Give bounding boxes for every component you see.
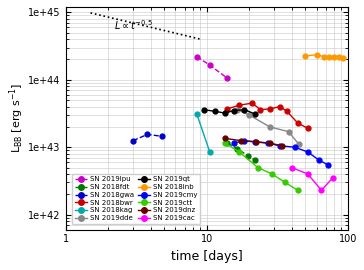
Line: SN 2019lpu: SN 2019lpu [194, 54, 230, 81]
SN 2018lnb [314, 53, 319, 56]
Line: SN 2018kag: SN 2018kag [194, 112, 212, 154]
SN 2018lnb [327, 56, 332, 59]
SN 2019cmy [293, 146, 297, 149]
Text: $L \propto t^{-0.5}$: $L \propto t^{-0.5}$ [114, 18, 153, 32]
SN 2019cac [319, 189, 324, 192]
Line: SN 2019dnz: SN 2019dnz [223, 136, 284, 148]
SN 2018fdt [253, 158, 257, 161]
SN 2019dde [297, 143, 301, 146]
SN 2019ctt [283, 181, 288, 184]
SN 2019qt [242, 108, 247, 111]
Line: SN 2018gwa: SN 2018gwa [131, 132, 164, 143]
Line: SN 2019ctt: SN 2019ctt [223, 141, 300, 193]
SN 2019dnz [239, 139, 243, 142]
SN 2018gwa [145, 133, 150, 136]
SN 2019ctt [237, 150, 241, 154]
SN 2019lpu [207, 63, 212, 67]
SN 2019qt [201, 108, 206, 111]
SN 2019ctt [256, 166, 260, 169]
SN 2019dnz [223, 137, 228, 140]
Legend: SN 2019lpu, SN 2018fdt, SN 2018gwa, SN 2018bwr, SN 2018kag, SN 2019dde, SN 2019q: SN 2019lpu, SN 2018fdt, SN 2018gwa, SN 2… [72, 174, 200, 224]
Line: SN 2019dde: SN 2019dde [235, 107, 301, 147]
Line: SN 2018fdt: SN 2018fdt [225, 141, 257, 162]
SN 2018bwr [295, 121, 300, 124]
Line: SN 2019cmy: SN 2019cmy [231, 138, 330, 167]
SN 2018fdt [235, 147, 240, 150]
SN 2019qt [232, 109, 236, 112]
SN 2019dde [268, 125, 272, 129]
SN 2018lnb [341, 56, 345, 60]
SN 2018fdt [225, 141, 230, 145]
SN 2019qt [223, 112, 228, 115]
SN 2019dde [286, 130, 291, 133]
SN 2018bwr [258, 108, 262, 111]
SN 2018gwa [160, 135, 164, 138]
SN 2019cac [331, 176, 335, 180]
SN 2019ctt [223, 141, 228, 145]
SN 2018bwr [268, 107, 272, 110]
SN 2019cac [289, 166, 294, 169]
SN 2018fdt [245, 154, 250, 157]
Y-axis label: L$_{\rm BB}$ [erg s$^{-1}$]: L$_{\rm BB}$ [erg s$^{-1}$] [7, 83, 25, 153]
SN 2019ctt [295, 189, 300, 192]
SN 2019dde [235, 108, 240, 111]
SN 2019dnz [254, 140, 259, 143]
SN 2019lpu [195, 55, 199, 58]
SN 2018bwr [250, 102, 254, 105]
SN 2018bwr [237, 103, 241, 107]
SN 2018bwr [225, 107, 230, 110]
SN 2019cac [306, 173, 310, 176]
Line: SN 2018lnb: SN 2018lnb [303, 52, 345, 60]
SN 2018lnb [322, 55, 327, 58]
SN 2018bwr [285, 110, 289, 113]
SN 2018lnb [332, 55, 336, 58]
SN 2019cmy [316, 158, 321, 161]
SN 2018kag [207, 150, 212, 154]
SN 2019cmy [242, 139, 247, 142]
SN 2018kag [195, 112, 199, 116]
SN 2018bwr [306, 127, 310, 130]
SN 2019cmy [278, 144, 282, 147]
SN 2019dnz [280, 144, 284, 147]
Line: SN 2019cac: SN 2019cac [289, 165, 335, 193]
SN 2019cmy [265, 141, 270, 145]
SN 2019cmy [232, 141, 236, 145]
SN 2019cmy [253, 140, 257, 143]
SN 2019cmy [325, 163, 330, 166]
Line: SN 2018bwr: SN 2018bwr [225, 101, 310, 131]
X-axis label: time [days]: time [days] [171, 250, 243, 263]
SN 2019lpu [225, 77, 230, 80]
SN 2018lnb [303, 54, 308, 58]
SN 2018bwr [278, 105, 282, 108]
SN 2018gwa [131, 139, 135, 142]
Line: SN 2019qt: SN 2019qt [201, 107, 257, 116]
SN 2018lnb [336, 56, 341, 59]
SN 2019cmy [306, 150, 310, 154]
SN 2019qt [213, 110, 218, 113]
SN 2019dde [247, 113, 252, 117]
SN 2019ctt [270, 173, 274, 176]
SN 2019dnz [268, 141, 272, 145]
SN 2019qt [253, 112, 257, 116]
